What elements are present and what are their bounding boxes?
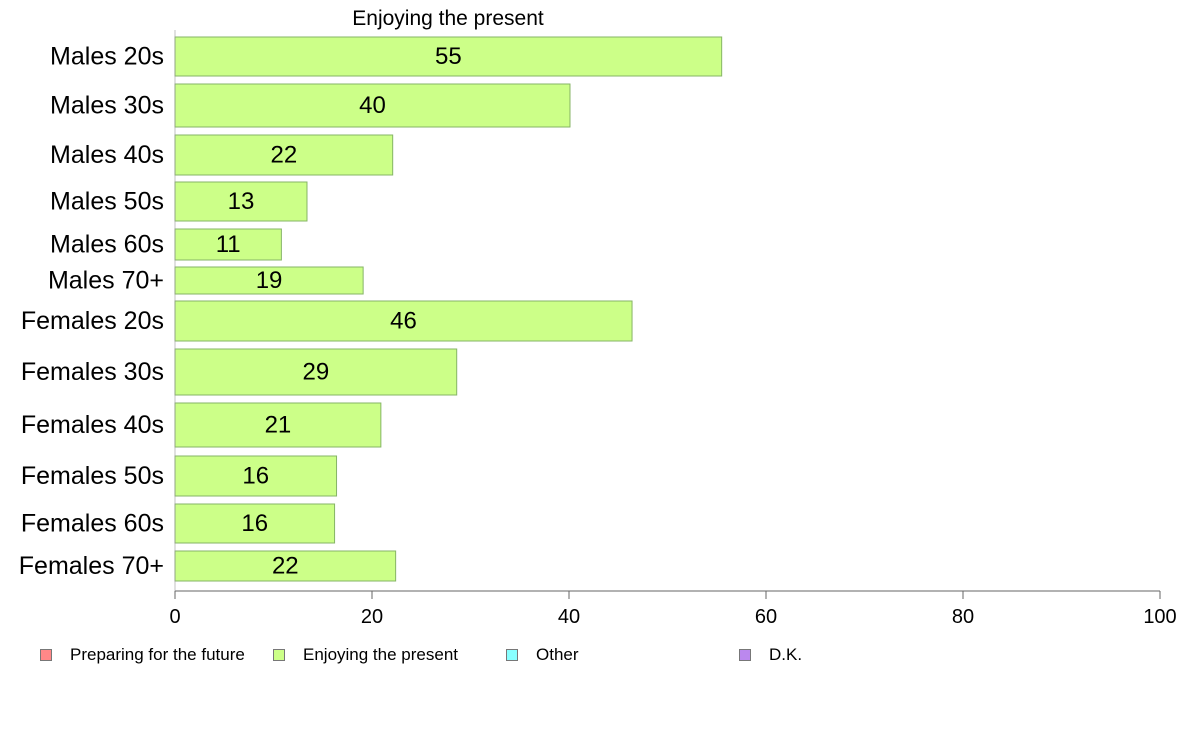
x-tick-label: 100 [1143, 606, 1176, 628]
x-axis: 0 20 40 60 80 100 [169, 30, 1177, 628]
bar [174, 36, 723, 77]
category-label: Females 30s [21, 358, 164, 386]
legend: Preparing for the future Enjoying the pr… [0, 644, 1188, 668]
legend-item-enjoying: Enjoying the present [273, 644, 458, 666]
category-label: Females 70+ [19, 552, 164, 580]
legend-swatch [40, 649, 52, 661]
data-label: 19 [256, 267, 283, 294]
chart-title: Enjoying the present [352, 7, 544, 30]
bar [174, 83, 571, 128]
bar [174, 181, 308, 222]
data-label: 22 [270, 142, 297, 169]
data-label: 16 [242, 463, 269, 490]
legend-item-other: Other [506, 644, 579, 666]
category-label: Males 50s [50, 188, 164, 216]
data-label: 22 [272, 553, 299, 580]
data-label: 16 [241, 510, 268, 537]
legend-label: D.K. [769, 645, 803, 664]
data-label: 40 [359, 92, 386, 119]
bar [174, 134, 394, 176]
category-label: Females 60s [21, 510, 164, 538]
category-label: Females 50s [21, 462, 164, 490]
category-label: Females 40s [21, 411, 164, 439]
x-tick-label: 20 [361, 606, 383, 628]
category-label: Males 60s [50, 231, 164, 259]
x-tick-label: 60 [755, 606, 777, 628]
legend-label: Preparing for the future [70, 645, 245, 664]
category-label: Males 70+ [48, 267, 164, 295]
data-label: 11 [216, 231, 241, 258]
category-label: Females 20s [21, 307, 164, 335]
bar [174, 455, 338, 497]
bar [174, 550, 397, 582]
bar [174, 228, 282, 261]
data-label: 55 [435, 43, 462, 70]
bar [174, 503, 336, 544]
data-label: 29 [303, 359, 330, 386]
bar [174, 300, 633, 342]
data-label: 21 [265, 412, 292, 439]
category-label: Males 40s [50, 141, 164, 169]
x-tick-label: 40 [558, 606, 580, 628]
data-label: 46 [390, 308, 417, 335]
legend-item-dk: D.K. [739, 644, 802, 666]
legend-swatch [739, 649, 751, 661]
legend-label: Other [536, 645, 579, 664]
x-tick-label: 80 [952, 606, 974, 628]
data-label: 13 [228, 188, 255, 215]
category-label: Males 20s [50, 43, 164, 71]
x-tick-label: 0 [169, 606, 180, 628]
legend-label: Enjoying the present [303, 645, 458, 664]
legend-item-preparing: Preparing for the future [40, 644, 245, 666]
legend-swatch [506, 649, 518, 661]
category-label: Males 30s [50, 92, 164, 120]
legend-swatch [273, 649, 285, 661]
